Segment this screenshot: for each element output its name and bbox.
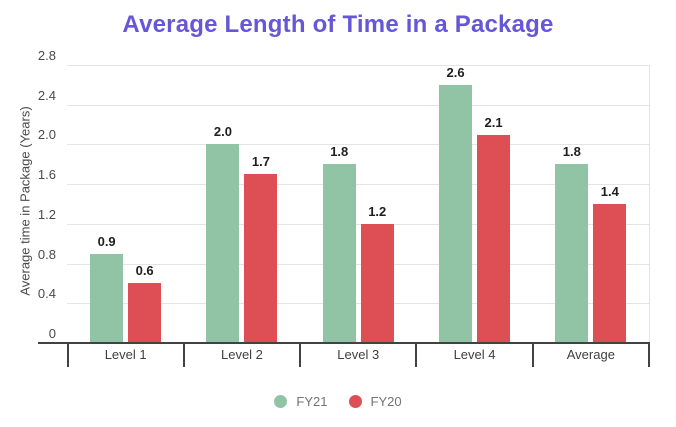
x-axis-tick	[648, 343, 650, 367]
y-tick-label: 2.0	[37, 127, 56, 143]
x-axis-tick	[66, 343, 69, 367]
legend-item-fy20: FY20	[348, 394, 402, 409]
bar-value-label: 2.1	[484, 114, 503, 130]
x-axis-line	[38, 342, 650, 344]
legend-dot-fy20	[348, 395, 362, 408]
bar-fy20	[360, 223, 394, 343]
x-axis-label: Level 3	[337, 347, 380, 362]
bar-fy21	[555, 164, 589, 343]
gridline	[67, 144, 649, 146]
bar-fy21	[206, 144, 240, 343]
bar-value-label: 1.2	[368, 203, 387, 219]
chart-title: Average Length of Time in a Package	[122, 11, 554, 38]
y-tick-label: 0.4	[37, 286, 56, 302]
y-tick-label: 2.4	[37, 87, 56, 103]
x-axis-tick	[531, 343, 534, 367]
bar-value-label: 0.9	[97, 233, 116, 249]
bar-value-label: 1.8	[330, 144, 349, 160]
gridline	[67, 263, 649, 265]
x-axis-label: Level 2	[220, 347, 263, 362]
gridline	[67, 184, 649, 186]
x-axis-tick	[299, 343, 302, 367]
y-tick-label: 1.6	[37, 167, 56, 183]
y-tick-label: 0.8	[37, 246, 56, 262]
bar-fy21	[439, 84, 473, 343]
bar-value-label: 1.4	[600, 184, 619, 199]
x-axis-label: Average	[566, 347, 615, 362]
y-tick-label: 2.8	[37, 48, 56, 63]
bar-fy20	[477, 134, 511, 343]
bar-fy20	[593, 204, 627, 343]
x-axis-label: Level 1	[104, 347, 147, 362]
bar-value-label: 1.7	[251, 154, 270, 170]
x-axis-tick	[415, 343, 418, 367]
bar-fy21	[90, 253, 124, 343]
x-axis-label: Level 4	[453, 347, 496, 362]
x-axis-tick	[182, 343, 185, 367]
gridline	[67, 223, 649, 225]
gridline	[67, 104, 649, 106]
bar-fy21	[322, 164, 356, 343]
legend-label: FY20	[370, 394, 402, 409]
plot-right-edge	[649, 65, 650, 343]
bar-fy20	[244, 174, 278, 343]
legend: FY21 FY20	[0, 394, 676, 409]
y-tick-label: 1.2	[37, 206, 56, 222]
bar-value-label: 2.6	[446, 64, 465, 80]
bar-value-label: 2.0	[213, 124, 232, 140]
bar-value-label: 1.8	[562, 144, 581, 160]
bar-value-label: 0.6	[135, 263, 154, 279]
bar-fy20	[128, 283, 162, 343]
gridline	[67, 303, 649, 305]
gridline	[67, 65, 649, 66]
legend-item-fy21: FY21	[274, 394, 328, 409]
y-tick-label: 0	[48, 326, 56, 341]
legend-label: FY21	[296, 394, 328, 409]
legend-dot-fy21	[274, 395, 288, 408]
